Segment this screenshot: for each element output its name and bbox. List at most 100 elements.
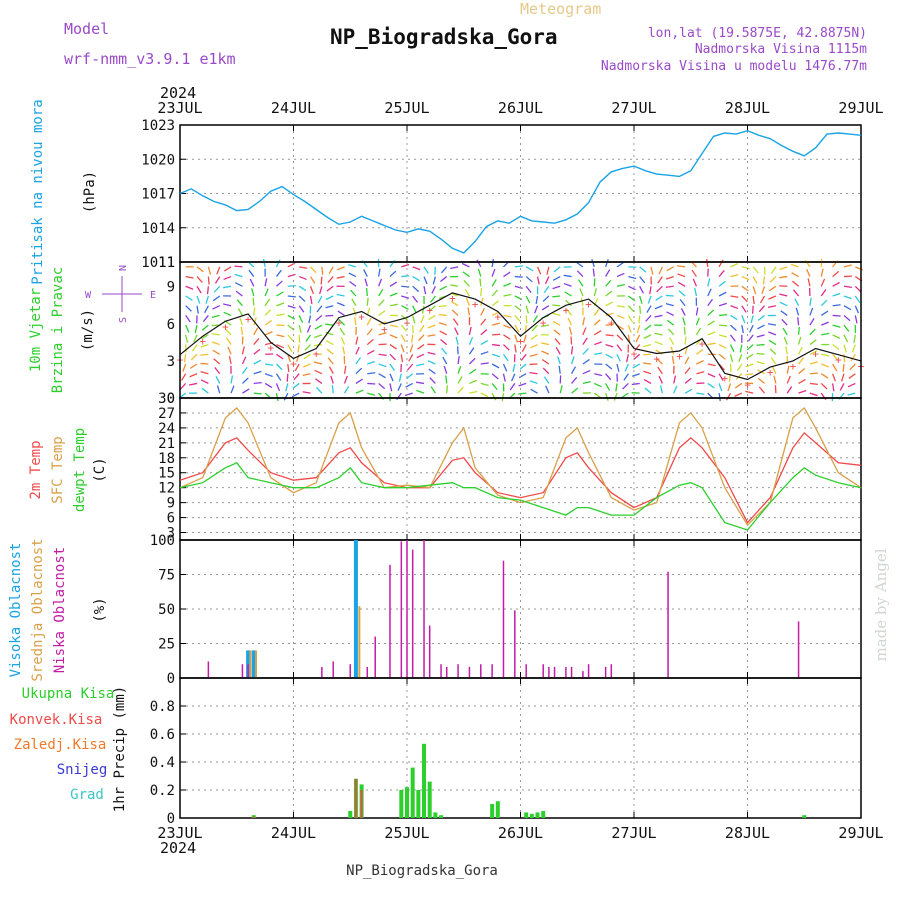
- wind-barb: [207, 266, 212, 275]
- wind-barb: [214, 276, 221, 284]
- wind-barb: [745, 363, 754, 368]
- wind-barb: [849, 363, 856, 371]
- wind-barb: [696, 392, 705, 395]
- wind-barb: [729, 334, 736, 342]
- wind-barb: [378, 353, 387, 357]
- wind-barb: [287, 295, 296, 298]
- precip-total-bar: [348, 811, 353, 818]
- wind-barb: [593, 288, 597, 297]
- wind-barb: [820, 268, 824, 277]
- wind-barb: [216, 385, 221, 394]
- wind-barb: [684, 377, 692, 384]
- wind-barb: [530, 334, 538, 341]
- wind-barb: [639, 295, 643, 304]
- wind-barb: [389, 353, 397, 361]
- wind-barb: [303, 353, 311, 360]
- wind-barb: [457, 355, 460, 365]
- wind-barb: [344, 385, 350, 394]
- wind-barb: [469, 368, 477, 375]
- wind-barb: [440, 266, 448, 274]
- wind-barb: [543, 376, 550, 384]
- wind-barb: [352, 307, 357, 316]
- wind-barb: [514, 275, 523, 278]
- wind-barb: [235, 290, 243, 297]
- wind-barb: [287, 305, 296, 309]
- wind-barb: [718, 291, 727, 297]
- dewpt-label: dewpt Temp: [72, 428, 88, 512]
- wind-barb: [223, 311, 232, 317]
- wind-barb: [636, 324, 641, 334]
- wind-barb: [469, 379, 478, 385]
- wind-barb: [336, 275, 345, 279]
- wind-barb: [468, 357, 476, 365]
- wind-barb: [779, 275, 788, 279]
- wind-barb: [582, 358, 590, 365]
- wind-barb: [832, 304, 841, 307]
- wind-barb: [738, 354, 743, 362]
- wind-barb: [571, 387, 579, 394]
- bottom-date-tick: 26JUL: [498, 824, 543, 842]
- gust-marker: +: [494, 310, 501, 323]
- wind-barb: [593, 308, 600, 316]
- high-cloud-label: Visoka Oblacnost: [8, 543, 24, 678]
- wind-barb: [820, 373, 829, 379]
- wind-barb: [354, 317, 357, 326]
- wind-barb: [189, 373, 198, 378]
- wind-barb: [616, 305, 625, 308]
- wind-barb: [566, 308, 573, 316]
- wind-barb: [707, 342, 716, 346]
- wind-barb: [770, 357, 777, 365]
- wind-barb: [343, 375, 348, 384]
- gust-marker: +: [631, 347, 638, 360]
- wind-barb: [200, 343, 209, 348]
- wind-barb: [291, 392, 300, 398]
- wind-barb: [211, 333, 220, 336]
- wind-barb: [752, 286, 757, 295]
- wind-barb: [501, 393, 505, 402]
- wind-barb: [570, 336, 573, 345]
- bottom-date-tick: 23JUL: [157, 824, 202, 842]
- y-tick-label: 3: [167, 354, 175, 370]
- wind-barb: [480, 318, 487, 326]
- wind-barb: [552, 312, 561, 317]
- wind-barb: [328, 366, 334, 375]
- low-cloud-label: Niska Oblacnost: [52, 547, 68, 673]
- wind-barb: [552, 304, 561, 307]
- wind-barb: [491, 289, 498, 297]
- wind-barb: [212, 305, 220, 310]
- wind-barb: [491, 353, 500, 358]
- wind-barb: [623, 373, 629, 381]
- wind-barb: [624, 363, 629, 372]
- wind-barb: [480, 297, 484, 306]
- wind-barb: [751, 305, 754, 314]
- wind-barb: [756, 352, 765, 355]
- wind-barb: [411, 334, 414, 343]
- wind-barb: [480, 392, 489, 398]
- wind-barb: [739, 344, 743, 353]
- y-tick-label: 11: [158, 255, 175, 271]
- low-cloud-bar: [366, 666, 369, 678]
- wind-barb: [780, 310, 788, 316]
- wind-barb: [326, 348, 334, 355]
- wind-barb: [518, 392, 527, 395]
- wind-barb: [854, 295, 861, 303]
- wind-barb: [401, 275, 410, 278]
- wind-barb: [707, 373, 716, 378]
- wind-barb: [783, 336, 788, 345]
- wind-barb: [532, 315, 539, 323]
- wind-barb: [730, 274, 739, 278]
- wind-barb: [558, 365, 561, 374]
- wind-barb: [843, 305, 852, 311]
- wind-barb: [298, 295, 306, 302]
- wind-barb: [621, 392, 629, 399]
- wind-barb: [477, 268, 482, 277]
- mid-cloud-label: Srednja Oblacnost: [30, 538, 46, 681]
- wind-barb: [671, 355, 675, 365]
- wind-barb: [253, 359, 262, 365]
- wind-barb: [389, 363, 395, 371]
- wind-barb: [378, 332, 387, 336]
- wind-barb: [180, 373, 187, 381]
- wind-barb: [491, 300, 499, 307]
- wind-barb: [639, 266, 647, 273]
- wind-barb: [525, 295, 531, 304]
